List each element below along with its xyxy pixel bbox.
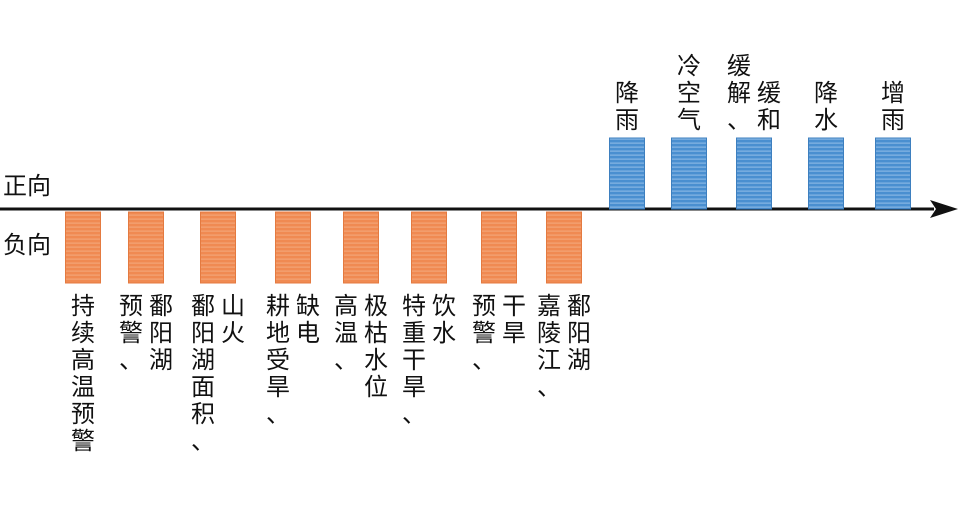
category-label: 耕地受旱、缺电 <box>266 292 320 428</box>
category-label: 降雨 <box>615 79 639 134</box>
negative-bar <box>546 211 582 284</box>
category-label: 持续高温预警 <box>71 292 95 455</box>
negative-bar <box>128 211 164 284</box>
category-label: 降水 <box>814 79 838 134</box>
category-label: 高温、极枯水位 <box>334 292 388 401</box>
negative-bar <box>481 211 517 284</box>
category-label: 特重干旱、饮水 <box>402 292 456 428</box>
negative-axis-label: 负向 <box>3 231 51 259</box>
positive-bar <box>671 137 707 210</box>
category-label: 嘉陵江、鄱阳湖 <box>537 292 591 401</box>
negative-bar <box>343 211 379 284</box>
positive-bar <box>808 137 844 210</box>
positive-bar <box>736 137 772 210</box>
category-label: 鄱阳湖面积、山火 <box>191 292 245 455</box>
negative-bar <box>65 211 101 284</box>
negative-bar <box>275 211 311 284</box>
category-label: 增雨 <box>881 79 905 134</box>
negative-bar <box>200 211 236 284</box>
category-label: 冷空气 <box>677 52 701 134</box>
positive-axis-label: 正向 <box>3 172 51 200</box>
negative-bar <box>411 211 447 284</box>
positive-bar <box>609 137 645 210</box>
category-label: 预警、鄱阳湖 <box>119 292 173 374</box>
positive-bar <box>875 137 911 210</box>
category-label: 预警、干旱 <box>472 292 526 374</box>
axis-arrowhead <box>930 200 958 218</box>
category-label: 缓解、缓和 <box>727 52 781 134</box>
